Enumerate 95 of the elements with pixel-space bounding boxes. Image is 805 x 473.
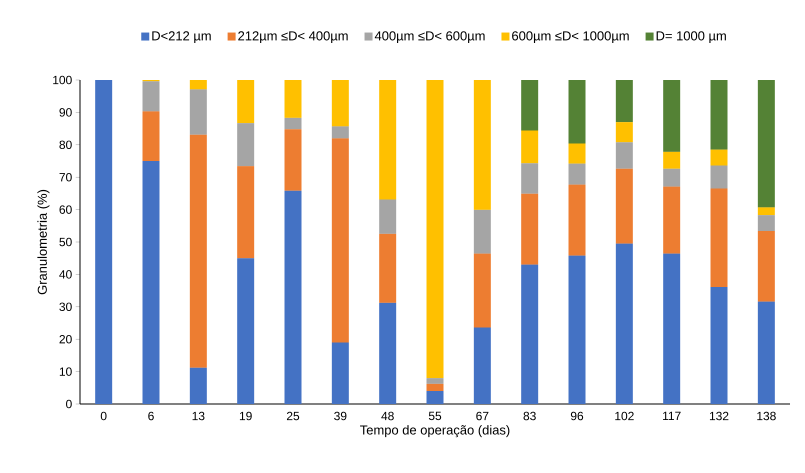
bar xyxy=(237,80,254,124)
y-tick-label: 10 xyxy=(60,367,72,376)
bar xyxy=(663,168,680,187)
bar xyxy=(663,152,680,169)
x-axis-title: Tempo de operação (dias) xyxy=(360,425,510,438)
bar xyxy=(379,234,396,303)
bar xyxy=(758,302,775,404)
legend-label: 600µm ≤D< 1000µm xyxy=(512,31,629,44)
bar xyxy=(379,200,396,234)
bar xyxy=(190,368,207,404)
x-tick-label: 0 xyxy=(100,412,107,420)
bar xyxy=(332,126,349,138)
bar xyxy=(237,258,254,404)
y-tick-label: 0 xyxy=(66,400,72,408)
x-tick-label: 13 xyxy=(192,412,204,420)
bar xyxy=(710,188,728,288)
y-tick-label: 100 xyxy=(53,76,72,84)
bar xyxy=(663,254,680,404)
bar xyxy=(284,129,302,191)
x-tick-label: 19 xyxy=(240,412,252,420)
x-tick-label: 48 xyxy=(381,412,394,420)
y-tick-label: 40 xyxy=(59,270,72,279)
y-axis-title: Granulometria (%) xyxy=(37,190,50,294)
bar xyxy=(426,391,444,404)
bar xyxy=(379,302,396,404)
legend-label: 400µm ≤D< 600µm xyxy=(374,31,485,44)
legend-label: 212µm ≤D< 400µm xyxy=(238,31,348,44)
x-tick-label: 102 xyxy=(615,412,634,420)
bar xyxy=(758,215,775,231)
legend-label: D<212 µm xyxy=(152,31,211,44)
bar xyxy=(142,81,160,112)
bar xyxy=(190,89,207,135)
bar xyxy=(710,80,728,150)
y-tick-label: 80 xyxy=(59,140,72,150)
bar xyxy=(521,130,538,164)
bar xyxy=(758,230,775,302)
bar xyxy=(616,142,633,169)
y-tick-label: 60 xyxy=(60,205,72,214)
bar xyxy=(616,80,633,122)
bar xyxy=(95,80,112,404)
bar xyxy=(710,287,728,404)
bar xyxy=(474,328,491,404)
bar xyxy=(758,80,775,208)
y-tick-label: 20 xyxy=(60,334,72,344)
x-tick-label: 132 xyxy=(710,412,728,420)
x-tick-label: 39 xyxy=(334,412,346,420)
x-tick-label: 55 xyxy=(428,412,442,420)
bar xyxy=(616,244,633,404)
bar xyxy=(332,138,349,342)
x-tick-label: 96 xyxy=(570,412,584,420)
bar xyxy=(190,134,207,368)
x-tick-label: 25 xyxy=(286,412,300,420)
bar xyxy=(426,80,444,378)
bar xyxy=(284,80,302,118)
x-tick-label: 138 xyxy=(757,412,776,420)
y-tick-label: 50 xyxy=(59,238,72,246)
bar xyxy=(142,111,160,161)
x-tick-label: 67 xyxy=(476,412,488,420)
bar xyxy=(568,80,586,144)
x-tick-label: 117 xyxy=(663,412,681,420)
x-tick-label: 83 xyxy=(524,412,536,420)
bar xyxy=(379,80,396,200)
y-tick-label: 90 xyxy=(59,108,72,117)
bar xyxy=(284,118,302,130)
bar xyxy=(663,80,680,152)
bar xyxy=(568,164,586,185)
bar xyxy=(663,186,680,254)
bar xyxy=(521,194,538,265)
y-tick-label: 70 xyxy=(60,172,72,182)
bar xyxy=(521,264,538,404)
bar xyxy=(758,207,775,216)
x-tick-label: 6 xyxy=(148,412,154,420)
bar xyxy=(616,168,633,244)
bar xyxy=(332,80,349,126)
bar xyxy=(710,166,728,189)
bar xyxy=(474,254,491,328)
bar xyxy=(568,144,586,164)
bar xyxy=(474,80,491,210)
bar xyxy=(190,80,207,90)
bar xyxy=(237,123,254,166)
bar xyxy=(710,150,728,166)
y-tick-label: 30 xyxy=(59,302,72,312)
bar xyxy=(568,184,586,256)
bar xyxy=(426,384,444,392)
bar xyxy=(237,166,254,258)
bar xyxy=(616,122,633,142)
bar xyxy=(521,80,538,131)
bar xyxy=(426,378,444,384)
bar xyxy=(521,163,538,194)
bar xyxy=(332,342,349,404)
bar xyxy=(284,190,302,404)
bar xyxy=(568,256,586,404)
bar xyxy=(474,210,491,254)
bar xyxy=(142,160,160,404)
legend-label: D= 1000 µm xyxy=(656,31,726,44)
